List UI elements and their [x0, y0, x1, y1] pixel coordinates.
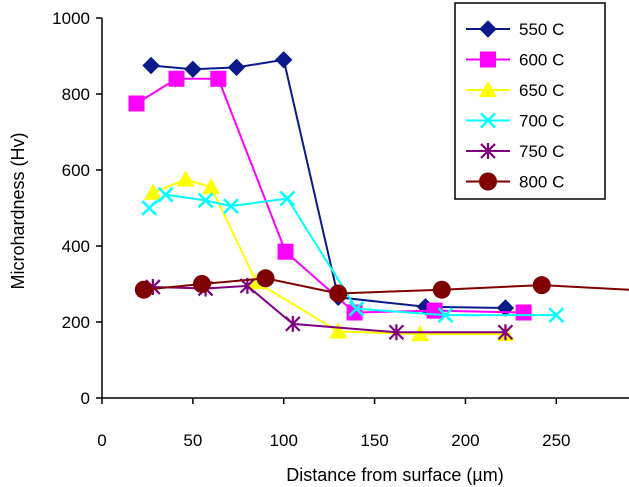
data-point-marker	[497, 324, 514, 341]
data-point-marker	[388, 324, 405, 341]
x-tick-label: 200	[451, 431, 479, 450]
legend-label: 550 C	[519, 20, 564, 39]
data-point-marker	[437, 307, 454, 324]
data-point-marker	[515, 304, 532, 321]
data-point-marker	[532, 276, 551, 295]
legend-label: 650 C	[519, 81, 564, 100]
data-point-marker	[329, 284, 348, 303]
legend-marker	[480, 143, 496, 159]
data-point-marker	[143, 183, 162, 200]
legend-marker	[480, 112, 496, 129]
data-point-marker	[277, 243, 294, 260]
data-point-marker	[142, 56, 160, 75]
axes: 0 200 400 600 800 1000 0 50 100 150 200 250	[52, 9, 629, 450]
x-tick-label: 50	[183, 431, 202, 450]
data-point-marker	[197, 192, 214, 209]
data-point-marker	[223, 198, 239, 214]
x-tick-label: 150	[360, 431, 388, 450]
legend-marker	[479, 172, 497, 191]
data-point-marker	[329, 322, 348, 339]
series-line	[143, 277, 629, 295]
y-tick-label: 0	[81, 389, 90, 408]
x-tick-label: 0	[97, 431, 106, 450]
data-point-marker	[202, 178, 221, 195]
data-point-marker	[210, 70, 227, 87]
x-tick-label: 250	[542, 431, 570, 450]
data-point-marker	[432, 280, 451, 299]
series-700-c	[141, 186, 565, 324]
data-point-marker	[176, 170, 195, 187]
series-600-c	[128, 70, 532, 321]
data-point-marker	[141, 200, 158, 216]
y-tick-label: 400	[62, 237, 90, 256]
series-650-c	[143, 170, 515, 342]
legend-label: 800 C	[519, 173, 564, 192]
y-tick-label: 600	[62, 161, 90, 180]
data-point-marker	[157, 186, 174, 203]
data-point-marker	[168, 70, 185, 87]
series-line	[148, 193, 557, 317]
data-point-marker	[496, 299, 515, 317]
legend-item: 800 C	[466, 172, 564, 192]
data-point-marker	[256, 269, 275, 288]
y-axis-title: Microhardness (Hv)	[8, 132, 28, 289]
y-tick-label: 800	[62, 85, 90, 104]
legend-marker	[480, 51, 496, 68]
series-800-c	[134, 269, 629, 303]
data-point-marker	[134, 280, 153, 299]
data-point-marker	[285, 315, 301, 332]
legend-item: 750 C	[466, 142, 564, 161]
legend-label: 600 C	[519, 51, 564, 70]
x-tick-label: 100	[270, 431, 298, 450]
y-tick-label: 200	[62, 313, 90, 332]
legend: 550 C 600 C 650 C 700 C 750 C 800 C	[454, 2, 606, 200]
legend-item: 600 C	[466, 51, 564, 70]
data-point-marker	[192, 275, 211, 293]
data-point-marker	[548, 307, 565, 324]
legend-item: 550 C	[466, 20, 564, 39]
legend-item: 700 C	[466, 112, 564, 131]
data-point-marker	[348, 300, 365, 317]
legend-label: 700 C	[519, 112, 564, 131]
data-point-marker	[128, 95, 145, 112]
series-layer	[128, 51, 629, 342]
legend-label: 750 C	[519, 142, 564, 161]
y-tick-label: 1000	[52, 9, 90, 28]
legend-box	[454, 2, 606, 200]
data-point-marker	[275, 51, 293, 69]
legend-item: 650 C	[466, 81, 564, 100]
data-point-marker	[227, 58, 246, 77]
x-axis-title: Distance from surface (µm)	[286, 465, 503, 485]
data-point-marker	[184, 60, 202, 79]
legend-marker	[479, 20, 497, 38]
data-point-marker	[279, 190, 296, 207]
legend-marker	[479, 81, 497, 97]
series-line	[150, 58, 506, 309]
